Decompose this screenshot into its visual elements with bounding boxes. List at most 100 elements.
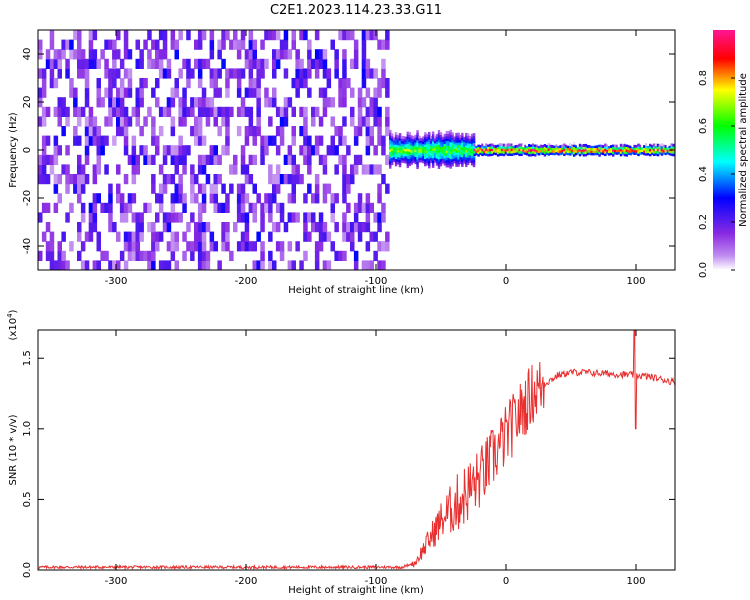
spectrogram-cell [248, 126, 254, 137]
spectrogram-cell [119, 58, 125, 69]
spectrogram-cell [357, 231, 363, 242]
spectrogram-signal-cell-0 [428, 131, 431, 135]
spectrogram-signal-cell-1 [508, 153, 512, 156]
spectrogram-signal-cell-0 [445, 133, 449, 137]
spectrogram-cell [84, 145, 90, 156]
spectrogram-signal-cell-0 [465, 164, 468, 167]
spectrogram-signal-cell-1 [518, 146, 521, 149]
spectrogram-cell [377, 87, 382, 98]
spectrogram-signal-cell-1 [526, 143, 529, 146]
spectrogram-signal-cell-0 [443, 138, 447, 142]
spectrogram-signal-cell-1 [590, 150, 593, 153]
spectrogram-cell [190, 126, 195, 137]
spectrogram-cell [135, 154, 140, 165]
spectrogram-signal-cell-0 [430, 152, 433, 156]
spectrogram-cell [346, 145, 351, 156]
spectrogram-signal-cell-1 [567, 142, 570, 146]
spectrogram-cell [353, 222, 359, 233]
spectrogram-signal-cell-1 [629, 142, 632, 146]
spectrogram-cell [342, 116, 347, 127]
spectrogram-cell [377, 193, 382, 204]
spectrogram-cell [209, 183, 215, 194]
spectrogram-cell [353, 154, 359, 165]
spectrogram-cell [357, 222, 363, 233]
spectrogram-cell [158, 164, 164, 175]
spectrogram-signal-cell-1 [633, 152, 636, 155]
spectrogram-cell [217, 154, 222, 165]
spectrogram-signal-cell-0 [396, 156, 400, 160]
spectrogram-signal-cell-0 [449, 151, 452, 155]
spectrogram-cell [112, 49, 117, 60]
spectrogram-cell [57, 174, 62, 185]
spectrogram-signal-cell-0 [439, 141, 443, 145]
spectrogram-signal-cell-1 [500, 145, 504, 149]
spectrogram-cell [295, 241, 300, 252]
spectrogram-signal-cell-1 [516, 149, 519, 153]
spectrogram-cell [143, 250, 148, 261]
spectrogram-signal-cell-1 [512, 147, 515, 151]
spectrogram-signal-cell-0 [447, 135, 450, 139]
spectrogram-cell [190, 183, 195, 194]
spectrogram-cell [377, 164, 382, 175]
spectrogram-cell [116, 49, 121, 60]
spectrogram-signal-cell-1 [584, 146, 588, 150]
spectrogram-cell [186, 106, 191, 117]
spectrogram-cell [151, 39, 156, 50]
spectrogram-cell [377, 116, 382, 127]
spectrogram-cell [299, 174, 304, 185]
spectrogram-signal-cell-0 [435, 153, 439, 157]
spectrogram-cell [322, 58, 328, 69]
spectrogram-cell [275, 126, 281, 137]
spectrogram-cell [197, 222, 203, 233]
spectrogram-signal-cell-1 [479, 147, 482, 151]
spectrogram-signal-cell-0 [400, 150, 404, 154]
spectrogram-signal-cell-1 [617, 149, 621, 152]
spectrogram-cell [96, 260, 101, 270]
spectrogram-signal-cell-0 [414, 142, 417, 145]
spectrogram-cell [170, 231, 176, 242]
spectrogram-signal-cell-0 [457, 149, 460, 153]
spectrogram-signal-cell-1 [625, 144, 628, 147]
spectrogram-signal-cell-0 [447, 133, 450, 137]
spectrogram-cell [361, 78, 367, 89]
spectrogram-signal-cell-0 [418, 157, 421, 161]
spectrogram-signal-cell-0 [457, 147, 460, 150]
spectrogram-cell [229, 39, 234, 50]
spectrogram-signal-cell-0 [398, 145, 402, 148]
spectrogram-signal-cell-1 [557, 145, 560, 149]
spectrogram-cell [104, 58, 109, 69]
spectrogram-signal-cell-0 [457, 144, 460, 148]
spectrogram-cell [264, 202, 269, 213]
spectrogram-cell [57, 193, 62, 204]
spectrogram-signal-cell-0 [394, 134, 398, 138]
colorbar-tick-label: 0.2 [698, 214, 709, 230]
spectrogram-signal-cell-0 [461, 144, 464, 148]
spectrogram-cell [233, 39, 238, 50]
spectrogram-cell [264, 97, 269, 108]
spectrogram-signal-cell-0 [428, 153, 431, 157]
spectrogram-signal-cell-1 [481, 146, 484, 149]
spectrogram-cell [268, 174, 273, 185]
spectrogram-signal-cell-1 [584, 151, 588, 154]
spectrogram-cell [73, 106, 78, 117]
spectrogram-cell [283, 68, 289, 79]
spectrogram-signal-cell-0 [412, 143, 415, 147]
spectrogram-cell [385, 241, 390, 252]
spectrogram-cell [209, 30, 215, 41]
spectrogram-cell [178, 116, 183, 127]
spectrogram-cell [287, 154, 293, 165]
spectrogram-signal-cell-1 [584, 153, 588, 157]
spectrogram-cell [252, 49, 257, 60]
spectrogram-cell [151, 154, 156, 165]
spectrogram-signal-cell-1 [598, 153, 601, 157]
spectrogram-cell [127, 202, 133, 213]
spectrogram-signal-cell-1 [606, 146, 609, 150]
spectrogram-signal-cell-0 [449, 132, 452, 136]
spectrogram-cell [174, 193, 179, 204]
spectrogram-cell [123, 68, 129, 79]
spectrogram-signal-cell-1 [530, 151, 533, 155]
spectrogram-cell [116, 193, 121, 204]
spectrogram-cell [303, 145, 308, 156]
spectrogram-cell [170, 30, 176, 41]
spectrogram-cell [291, 260, 296, 270]
